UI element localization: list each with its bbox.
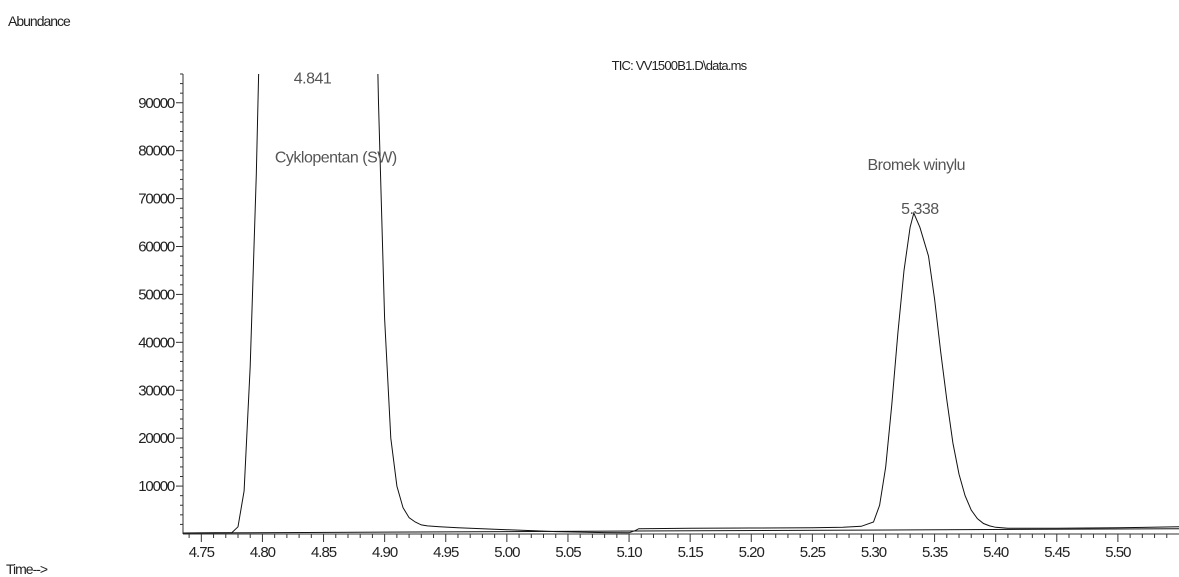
x-tick-label: 4.95 [433, 544, 459, 561]
peak-compound-label: Bromek winylu [867, 157, 965, 174]
y-tick-label: 60000 [138, 239, 175, 256]
axes: 10000 20000 30000 40000 50000 60000 70000 80000… [138, 73, 1179, 561]
x-tick-label: 5.50 [1105, 544, 1131, 561]
tic-trace [183, 74, 1179, 534]
x-tick-label: 4.80 [250, 544, 276, 561]
x-tick-label: 5.35 [922, 544, 948, 561]
x-tick-label: 5.00 [494, 544, 520, 561]
x-tick-label: 5.40 [983, 544, 1009, 561]
annotations: 4.841 Cyklopentan (SW) Bromek winylu 5.338 [275, 71, 966, 218]
x-tick-label: 5.25 [800, 544, 826, 561]
y-tick-label: 40000 [138, 334, 175, 351]
y-tick-label: 90000 [138, 95, 175, 112]
y-tick-label: 80000 [138, 143, 175, 160]
y-tick-label: 30000 [138, 382, 175, 399]
x-tick-label: 5.15 [678, 544, 704, 561]
chart-title: TIC: VV1500B1.D\data.ms [612, 58, 748, 73]
plot-area [183, 74, 1179, 534]
x-tick-label: 4.85 [311, 544, 337, 561]
peak-retention-time-label: 5.338 [901, 201, 939, 218]
x-axis-label: Time--> [6, 561, 48, 577]
peak-retention-time-label: 4.841 [294, 71, 332, 88]
x-tick-label: 4.75 [189, 544, 215, 561]
y-tick-label: 70000 [138, 191, 175, 208]
peak-compound-label: Cyklopentan (SW) [275, 150, 397, 167]
x-tick-label: 4.90 [372, 544, 398, 561]
y-tick-label: 10000 [138, 478, 175, 495]
y-axis-label: Abundance [8, 13, 71, 29]
x-tick-label: 5.10 [616, 544, 642, 561]
x-tick-label: 5.30 [861, 544, 887, 561]
x-tick-label: 5.45 [1044, 544, 1070, 561]
y-tick-label: 50000 [138, 286, 175, 303]
y-tick-label: 20000 [138, 430, 175, 447]
baseline-trace [183, 528, 1179, 534]
x-tick-label: 5.20 [739, 544, 765, 561]
x-tick-label: 5.05 [555, 544, 581, 561]
